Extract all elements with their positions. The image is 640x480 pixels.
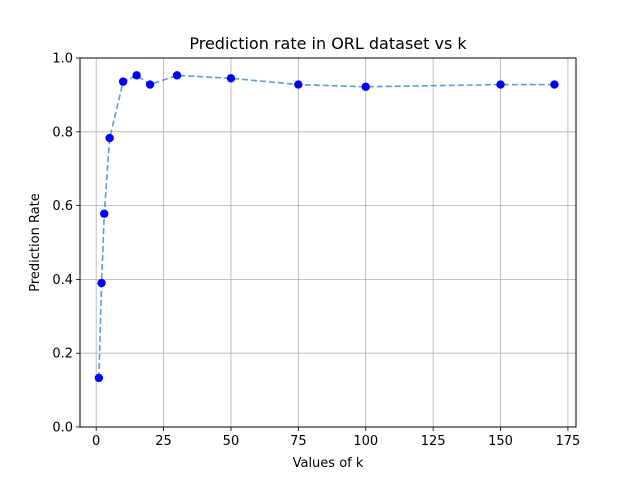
data-point (226, 74, 236, 83)
plot-frame (79, 57, 577, 428)
data-point (145, 80, 155, 89)
x-tick-label: 100 (353, 434, 378, 449)
x-tick-label: 125 (421, 434, 446, 449)
data-point (361, 82, 370, 91)
data-point (100, 209, 109, 218)
series-layer (94, 71, 559, 383)
x-tick-label: 50 (223, 434, 240, 449)
y-tick-label: 0.2 (52, 347, 73, 362)
y-tick-label: 1.0 (52, 52, 73, 67)
x-tick-label: 175 (555, 434, 580, 449)
y-tick-label: 0.4 (52, 273, 73, 288)
data-point (97, 278, 106, 288)
y-tick-label: 0.6 (52, 199, 73, 214)
x-tick-label: 150 (488, 434, 513, 449)
x-tick-label: 25 (155, 434, 172, 449)
data-point (94, 373, 104, 383)
data-point (496, 80, 505, 89)
data-point (118, 77, 128, 86)
ticks: 0 25 50 75 100 125 150 175 0.0 0.2 0.4 0.6 0.8 1.0 (52, 52, 580, 450)
data-point (132, 71, 141, 80)
data-point (172, 71, 182, 80)
data-point (550, 80, 559, 89)
y-tick-label: 0.0 (52, 421, 73, 436)
x-axis-label: Values of k (293, 456, 364, 471)
y-tick-label: 0.8 (52, 125, 73, 140)
x-tick-label: 75 (290, 434, 307, 449)
x-tick-label: 0 (92, 434, 100, 449)
chart-title: Prediction rate in ORL dataset vs k (189, 34, 467, 53)
data-point (105, 133, 114, 143)
y-axis-label: Prediction Rate (28, 193, 43, 292)
data-point (294, 80, 303, 89)
